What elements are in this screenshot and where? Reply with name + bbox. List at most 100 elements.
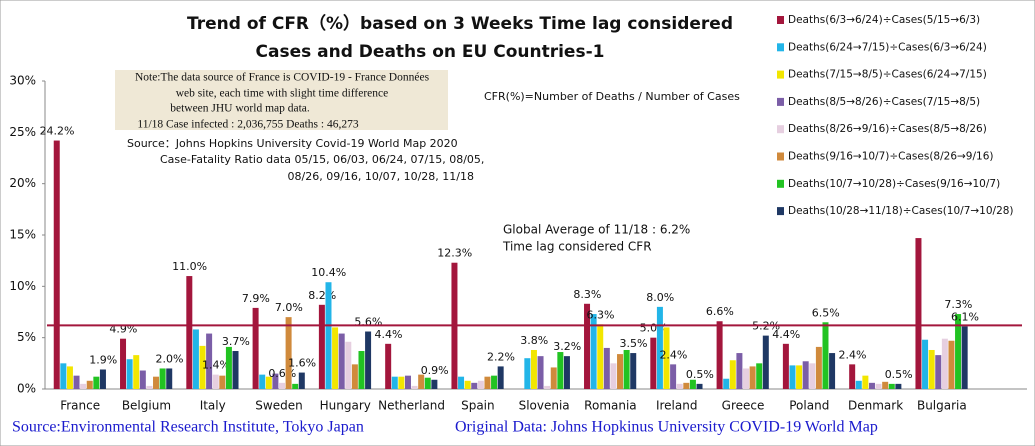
bar — [120, 338, 127, 389]
bar — [915, 238, 922, 389]
value-label: 11.0% — [172, 260, 207, 273]
bar — [524, 358, 531, 389]
x-tick-label: Italy — [200, 399, 226, 413]
legend-label: Deaths(9/16→10/7)÷Cases(8/26→9/16) — [788, 151, 993, 163]
value-label: 6.5% — [812, 306, 840, 319]
bar — [882, 381, 889, 389]
value-label: 8.2% — [308, 289, 336, 302]
bar — [325, 282, 332, 389]
bar — [617, 354, 624, 389]
bar — [146, 385, 153, 389]
bar — [749, 366, 756, 389]
bar — [484, 376, 491, 389]
y-tick-label: 15% — [9, 228, 36, 242]
bar — [563, 356, 570, 389]
bar — [133, 355, 140, 389]
bar — [272, 373, 279, 389]
bar — [365, 331, 372, 389]
value-label: 4.4% — [772, 328, 800, 341]
bar — [99, 369, 106, 389]
bar — [318, 304, 325, 389]
bar — [922, 339, 929, 389]
bar — [743, 368, 749, 389]
bar — [895, 383, 902, 389]
bar — [888, 383, 895, 389]
bar — [219, 375, 226, 389]
bar — [603, 347, 610, 389]
x-tick-label: Sweden — [255, 399, 302, 413]
y-tick-label: 25% — [9, 125, 36, 139]
x-tick-label: Spain — [461, 399, 495, 413]
bar — [418, 374, 425, 389]
legend-swatch — [777, 70, 784, 79]
legend-swatch — [777, 16, 784, 24]
bar — [597, 324, 604, 389]
bar — [471, 382, 478, 389]
bar — [398, 376, 405, 389]
bar — [855, 380, 862, 389]
bar — [477, 380, 484, 389]
legend-label: Deaths(10/28→11/18)÷Cases(10/7→10/28) — [788, 205, 1014, 217]
bar — [676, 383, 683, 389]
bar — [232, 351, 239, 389]
bar — [458, 376, 465, 389]
value-label: 1.4% — [202, 359, 230, 372]
bar — [332, 327, 339, 389]
bar — [292, 383, 299, 389]
bar — [126, 359, 133, 389]
bar — [802, 361, 809, 389]
bar — [789, 365, 796, 389]
bar — [862, 375, 869, 389]
value-label: 0.9% — [421, 364, 449, 377]
legend-label: Deaths(6/24→7/15)÷Cases(6/3→6/24) — [788, 41, 987, 53]
bar — [557, 352, 564, 389]
bar — [782, 343, 789, 389]
source-note: 08/26, 09/16, 10/07, 10/28, 11/18 — [288, 170, 474, 183]
reference-label: Global Average of 11/18 : 6.2% — [503, 223, 690, 237]
bar — [225, 346, 232, 389]
bar — [716, 321, 723, 389]
bar — [762, 335, 769, 389]
note: Note:The data source of France is COVID-… — [135, 72, 430, 84]
bar — [736, 353, 743, 389]
bar — [60, 363, 67, 389]
y-tick-label: 20% — [9, 176, 36, 190]
value-label: 2.4% — [659, 348, 687, 361]
value-label: 5.0% — [640, 322, 668, 335]
value-label: 3.2% — [553, 340, 581, 353]
bar — [497, 366, 504, 389]
bar — [822, 322, 829, 389]
value-label: 7.9% — [242, 292, 270, 305]
source-note: Source：Johns Hopkins University Covid-19… — [127, 137, 458, 150]
bar — [212, 374, 219, 389]
x-tick-label: Slovenia — [519, 399, 570, 413]
bar — [391, 376, 398, 389]
bar — [756, 363, 763, 389]
bar — [404, 375, 411, 389]
bar — [192, 329, 199, 389]
note: web site, each time with slight time dif… — [176, 88, 388, 100]
value-label: 1.6% — [288, 357, 316, 370]
bar — [796, 365, 803, 389]
bar — [537, 356, 544, 389]
bar — [875, 383, 882, 389]
value-label: 24.2% — [40, 125, 75, 138]
bar — [723, 378, 730, 389]
bar — [670, 364, 677, 389]
x-tick-label: Poland — [789, 399, 829, 413]
x-tick-label: Greece — [722, 399, 765, 413]
bar — [663, 327, 670, 389]
x-tick-label: Bulgaria — [917, 399, 967, 413]
x-tick-label: Hungary — [320, 399, 371, 413]
reference-label: Time lag considered CFR — [502, 240, 652, 254]
bar — [696, 383, 703, 389]
bar — [424, 377, 431, 389]
legend-label: Deaths(7/15→8/5)÷Cases(6/24→7/15) — [788, 69, 987, 81]
bar — [358, 351, 365, 389]
bar — [729, 360, 736, 389]
legend-label: Deaths(8/26→9/16)÷Cases(8/5→8/26) — [788, 123, 987, 135]
bar — [815, 346, 822, 389]
legend-label: Deaths(6/3→6/24)÷Cases(5/15→6/3) — [788, 14, 980, 26]
value-label: 2.0% — [156, 352, 184, 365]
bar — [86, 380, 93, 389]
